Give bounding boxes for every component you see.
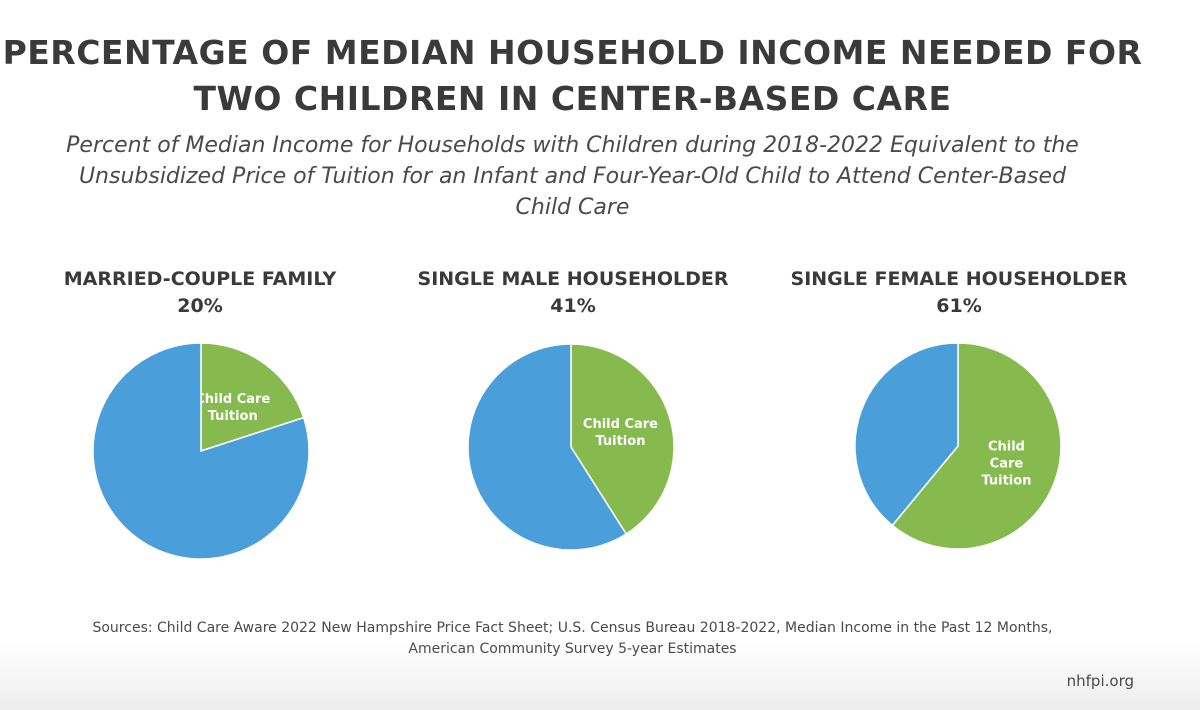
chart-subtitle-line-2: Unsubsidized Price of Tuition for an Inf… bbox=[78, 164, 1067, 189]
pie-title: SINGLE FEMALE HOUSEHOLDER bbox=[790, 268, 1128, 290]
pie-slice-label: Child Care Tuition bbox=[195, 392, 270, 424]
chart-subtitle-line-1: Percent of Median Income for Households … bbox=[66, 133, 1079, 158]
pie-slice-tuition bbox=[891, 342, 1062, 550]
chart-subtitle-line-3: Child Care bbox=[515, 195, 630, 220]
pie-slice-remainder bbox=[92, 342, 310, 560]
chart-subtitle: Percent of Median Income for Households … bbox=[10, 130, 1135, 223]
pie-single-female: SINGLE FEMALE HOUSEHOLDER 61% bbox=[759, 266, 1159, 320]
pie-slice-label: Child Care Tuition bbox=[981, 439, 1031, 488]
pie-title: MARRIED-COUPLE FAMILY bbox=[63, 268, 337, 290]
pie-married-couple: MARRIED-COUPLE FAMILY 20% bbox=[0, 266, 400, 320]
pie-slice-remainder bbox=[854, 342, 959, 527]
sources-line-1: Sources: Child Care Aware 2022 New Hamps… bbox=[92, 620, 1053, 636]
sources-line-2: American Community Survey 5-year Estimat… bbox=[408, 641, 737, 657]
pie-slice-tuition bbox=[200, 342, 305, 453]
pie-single-male: SINGLE MALE HOUSEHOLDER 41% bbox=[373, 266, 773, 320]
chart-title-line-2: TWO CHILDREN IN CENTER-BASED CARE bbox=[193, 79, 952, 118]
sources-note: Sources: Child Care Aware 2022 New Hamps… bbox=[0, 618, 1145, 660]
pie-slice-remainder bbox=[467, 343, 628, 551]
pie-percent: 61% bbox=[936, 295, 982, 317]
chart-title-line-1: PERCENTAGE OF MEDIAN HOUSEHOLD INCOME NE… bbox=[2, 33, 1143, 72]
pie-title: SINGLE MALE HOUSEHOLDER bbox=[417, 268, 729, 290]
pie-percent: 41% bbox=[550, 295, 596, 317]
brand-url: nhfpi.org bbox=[1066, 672, 1134, 690]
pie-percent: 20% bbox=[177, 295, 223, 317]
chart-title: PERCENTAGE OF MEDIAN HOUSEHOLD INCOME NE… bbox=[0, 30, 1145, 122]
pie-slice-label: Child Care Tuition bbox=[583, 417, 658, 449]
